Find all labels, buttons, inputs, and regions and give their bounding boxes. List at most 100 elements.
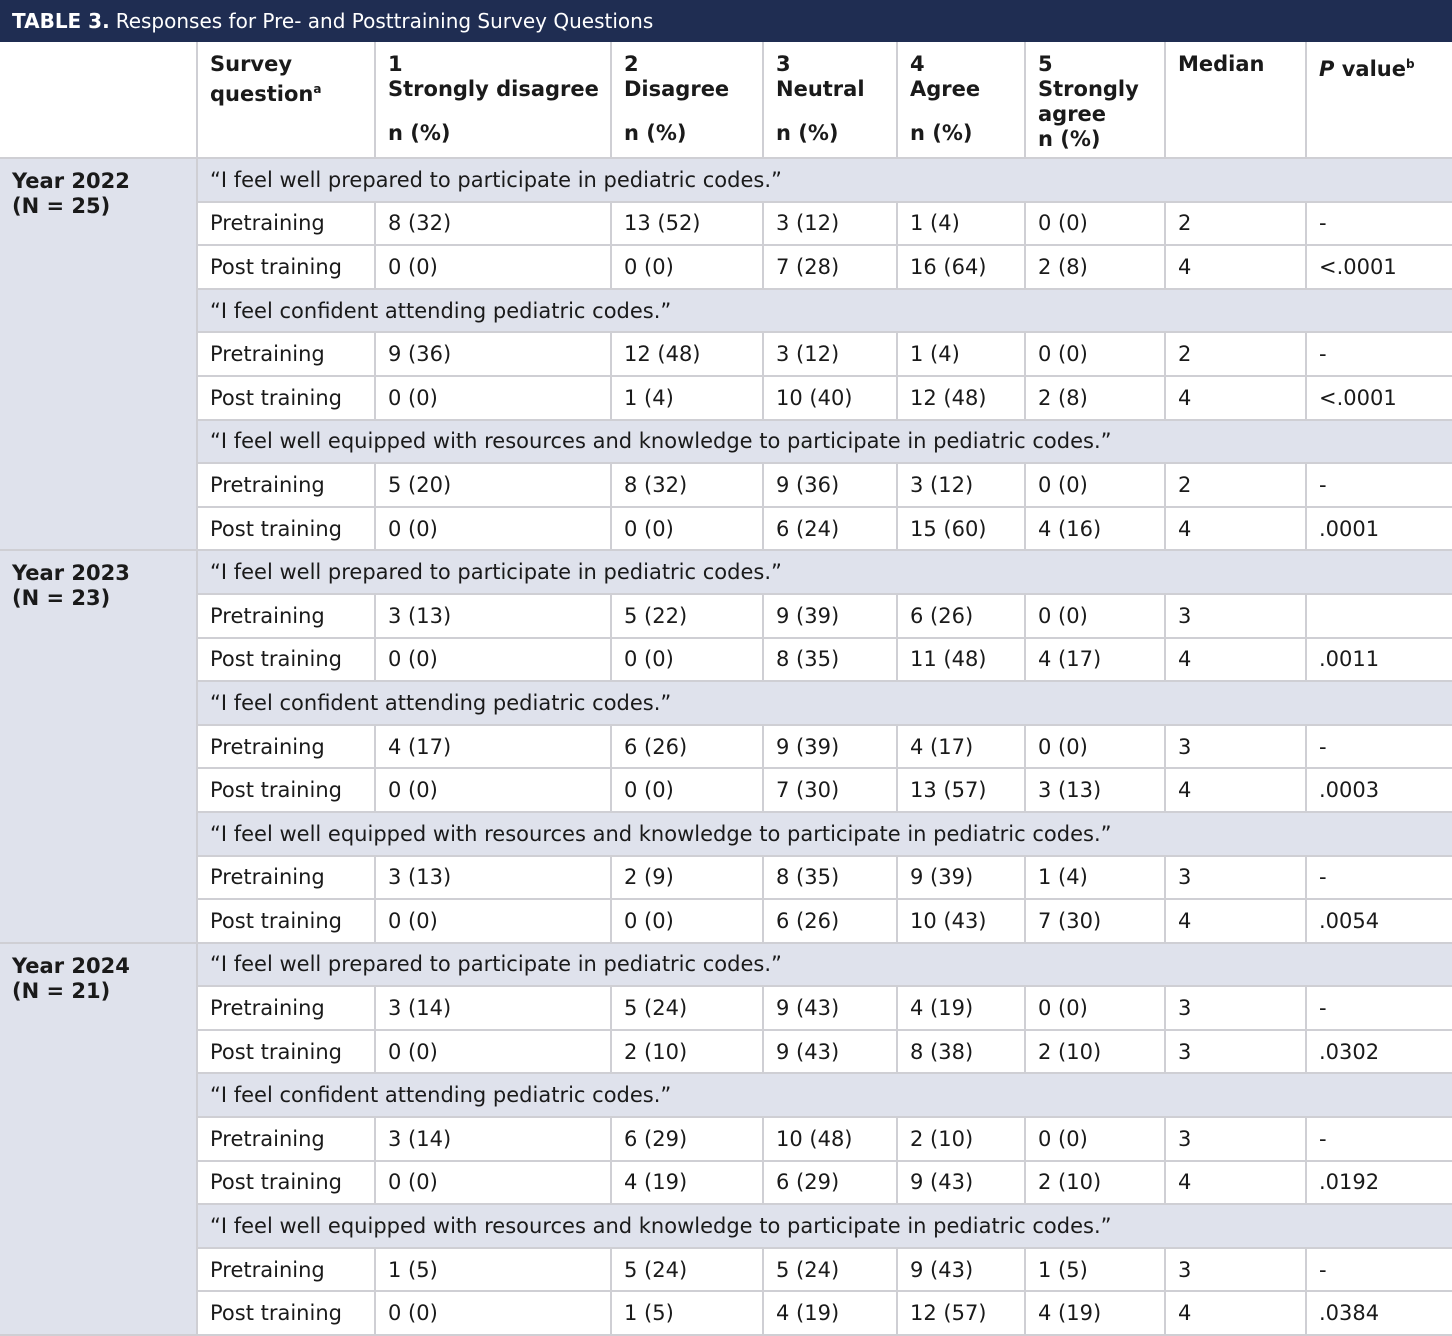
response-cell: 0 (0)	[610, 898, 764, 944]
table-head: Survey questiona 1 Strongly disagree n (%)…	[0, 42, 1452, 159]
response-cell: 5 (22)	[610, 592, 764, 639]
row-label: Post training	[196, 1159, 376, 1206]
response-cell: 13 (52)	[610, 200, 764, 247]
response-cell: .0001	[1305, 505, 1452, 552]
response-cell: 0 (0)	[374, 244, 612, 290]
response-cell: 9 (43)	[896, 1159, 1026, 1206]
response-cell: -	[1305, 1116, 1452, 1162]
response-cell: 16 (64)	[896, 244, 1026, 290]
response-cell: 4 (17)	[374, 723, 612, 770]
response-cell: -	[1305, 723, 1452, 770]
response-cell: 2 (8)	[1024, 374, 1166, 421]
scale-unit: n (%)	[910, 121, 973, 145]
response-cell: <.0001	[1305, 374, 1452, 421]
response-cell: 10 (48)	[762, 1116, 898, 1162]
response-cell: 5 (24)	[610, 1246, 764, 1293]
header-cell: 2 Disagree n (%)	[610, 42, 764, 159]
response-cell: 5 (24)	[610, 985, 764, 1031]
response-cell: 3	[1164, 1116, 1307, 1162]
response-cell: 0 (0)	[1024, 723, 1166, 770]
header-cell: P valueb	[1305, 42, 1452, 159]
response-cell: 1 (4)	[1024, 854, 1166, 901]
response-cell: 7 (30)	[1024, 898, 1166, 944]
response-row: Pretraining 3 (14) 5 (24) 9 (43) 4 (19) 0 (0)…	[0, 985, 1452, 1031]
response-cell: 2 (10)	[1024, 1159, 1166, 1206]
row-label: Pretraining	[196, 331, 376, 377]
row-label: Pretraining	[196, 723, 376, 770]
question-text: “I feel well prepared to participate in …	[196, 941, 1452, 988]
response-cell: 12 (48)	[610, 331, 764, 377]
question-row: “I feel confident attending pediatric co…	[0, 680, 1452, 726]
row-label: Post training	[196, 244, 376, 290]
scale-number: 1	[388, 52, 403, 76]
response-cell: 1 (4)	[896, 331, 1026, 377]
response-cell: 0 (0)	[374, 1028, 612, 1075]
response-cell: 6 (26)	[610, 723, 764, 770]
response-cell: 0 (0)	[610, 636, 764, 683]
scale-unit: n (%)	[776, 121, 839, 145]
header-cell: 4 Agree n (%)	[896, 42, 1026, 159]
scale-label: Strongly agree	[1038, 77, 1139, 126]
response-row: Post training 0 (0) 4 (19) 6 (29) 9 (43) 2 (1…	[0, 1159, 1452, 1206]
response-cell: 4	[1164, 505, 1307, 552]
response-cell: 6 (24)	[762, 505, 898, 552]
response-cell: 9 (43)	[896, 1246, 1026, 1293]
table-body: Year 2022 (N = 25) “I feel well prepared t…	[0, 156, 1452, 1336]
row-label: Post training	[196, 374, 376, 421]
year-cell: Year 2024 (N = 21)	[0, 941, 198, 1336]
scale-label: Agree	[910, 77, 981, 101]
response-cell: 4 (17)	[1024, 636, 1166, 683]
question-text: “I feel confident attending pediatric co…	[196, 287, 1452, 334]
question-row: “I feel well equipped with resources and…	[0, 810, 1452, 857]
response-cell: 15 (60)	[896, 505, 1026, 552]
scale-number: 2	[624, 52, 639, 76]
row-label: Post training	[196, 767, 376, 813]
response-cell: 9 (36)	[762, 462, 898, 508]
table-title: Responses for Pre- and Posttraining Surv…	[115, 9, 654, 33]
response-cell: 3 (13)	[1024, 767, 1166, 813]
row-label: Pretraining	[196, 592, 376, 639]
response-cell: 3 (14)	[374, 985, 612, 1031]
response-cell: 0 (0)	[374, 767, 612, 813]
response-cell: 6 (29)	[762, 1159, 898, 1206]
scale-unit: n (%)	[1038, 127, 1101, 151]
response-cell: 3 (12)	[762, 200, 898, 247]
response-row: Post training 0 (0) 1 (4) 10 (40) 12 (48) 2 (…	[0, 374, 1452, 421]
response-cell: 5 (24)	[762, 1246, 898, 1293]
table-label: TABLE 3.	[12, 9, 110, 33]
response-cell: .0302	[1305, 1028, 1452, 1075]
response-row: Post training 0 (0) 0 (0) 8 (35) 11 (48) 4 (1…	[0, 636, 1452, 683]
header-italic: P	[1319, 57, 1335, 81]
response-row: Pretraining 9 (36) 12 (48) 3 (12) 1 (4) 0 (0)…	[0, 331, 1452, 377]
response-cell: 8 (35)	[762, 854, 898, 901]
response-cell: .0003	[1305, 767, 1452, 813]
row-label: Pretraining	[196, 1116, 376, 1162]
response-cell: -	[1305, 985, 1452, 1031]
question-text: “I feel well prepared to participate in …	[196, 549, 1452, 595]
response-cell: -	[1305, 854, 1452, 901]
response-cell: 2 (8)	[1024, 244, 1166, 290]
response-cell: -	[1305, 1246, 1452, 1293]
response-cell: 1 (4)	[896, 200, 1026, 247]
response-cell: .0384	[1305, 1290, 1452, 1336]
response-row: Pretraining 5 (20) 8 (32) 9 (36) 3 (12) 0 (0)…	[0, 462, 1452, 508]
footnote-mark: b	[1405, 57, 1415, 71]
row-label: Pretraining	[196, 462, 376, 508]
response-cell: 2	[1164, 462, 1307, 508]
response-cell: 4 (17)	[896, 723, 1026, 770]
response-cell: 2 (10)	[610, 1028, 764, 1075]
response-cell: 0 (0)	[374, 636, 612, 683]
response-cell: 4	[1164, 767, 1307, 813]
question-text: “I feel well prepared to participate in …	[196, 157, 1452, 203]
question-row: “I feel confident attending pediatric co…	[0, 287, 1452, 334]
response-cell: 4 (19)	[896, 985, 1026, 1031]
response-cell: 4	[1164, 1159, 1307, 1206]
scale-label: Disagree	[624, 77, 730, 101]
response-cell: 1 (5)	[374, 1246, 612, 1293]
response-cell: 2 (10)	[1024, 1028, 1166, 1075]
response-cell: 4 (19)	[610, 1159, 764, 1206]
response-row: Pretraining 3 (14) 6 (29) 10 (48) 2 (10) 0 (0…	[0, 1116, 1452, 1162]
row-label: Pretraining	[196, 200, 376, 247]
response-cell: 11 (48)	[896, 636, 1026, 683]
header-cell: Survey questiona	[196, 42, 376, 159]
